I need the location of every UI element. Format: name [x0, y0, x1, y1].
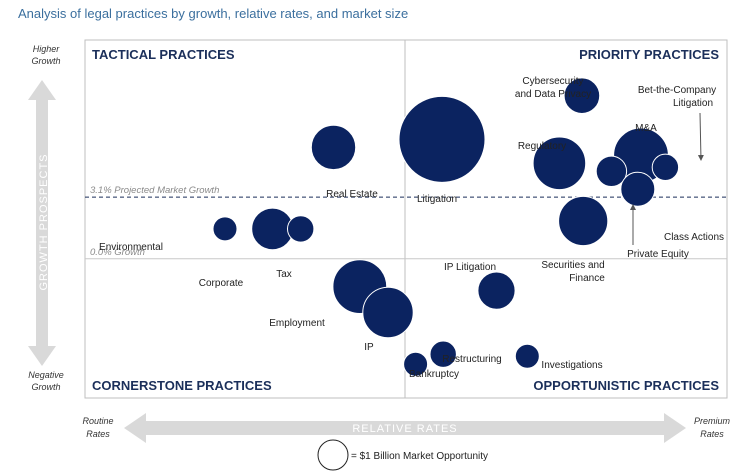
bubble-private-equity: [595, 155, 628, 188]
bubble-litigation: [398, 95, 486, 183]
label-bet-the-company-line2: Litigation: [673, 98, 713, 109]
quadrant-cornerstone: CORNERSTONE PRACTICES: [92, 378, 272, 393]
bubble-ip: [362, 286, 414, 339]
label-cybersecurity-line2: and Data Privacy: [515, 89, 591, 100]
callout-arrow-bet-the-company: [697, 112, 704, 161]
y-axis-top-line2: Growth: [31, 56, 60, 66]
label-employment: Employment: [269, 318, 325, 329]
label-ma: M&A: [635, 123, 657, 134]
label-environmental: Environmental: [99, 242, 163, 253]
zero-growth-label: 0.0% Growth: [90, 247, 145, 258]
y-axis-bottom-line1: Negative: [28, 370, 64, 380]
chart-title: Analysis of legal practices by growth, r…: [18, 6, 408, 21]
bubble-ip-litigation: [477, 271, 516, 310]
y-axis-bottom-line2: Growth: [31, 382, 60, 392]
bubble-investigations: [514, 343, 540, 369]
plot-frame: [84, 39, 728, 399]
bubble-regulatory: [532, 136, 587, 191]
bubble-securities-and-finance: [558, 195, 609, 247]
label-ip: IP: [364, 342, 374, 353]
x-axis-label: RELATIVE RATES: [352, 423, 457, 435]
x-axis-arrow: RELATIVE RATES: [124, 413, 686, 443]
callout-arrows: [630, 112, 704, 245]
label-securities-line2: Finance: [569, 273, 605, 284]
label-tax: Tax: [276, 269, 292, 280]
legend-bubble: [317, 439, 349, 471]
y-axis-arrow: GROWTH PROSPECTS: [28, 80, 56, 366]
label-class-actions: Class Actions: [664, 232, 724, 243]
projected-growth-label: 3.1% Projected Market Growth: [90, 185, 219, 196]
label-bankruptcy: Bankruptcy: [409, 369, 459, 380]
label-securities-line1: Securities and: [541, 260, 604, 271]
quadrant-opportunistic: OPPORTUNISTIC PRACTICES: [533, 378, 719, 393]
bubble-restructuring: [429, 340, 457, 368]
label-corporate: Corporate: [199, 278, 244, 289]
bubble-tax: [287, 215, 315, 243]
x-axis-right-line1: Premium: [694, 416, 731, 426]
label-cybersecurity-line1: Cybersecurity: [522, 76, 583, 87]
quadrant-tactical: TACTICAL PRACTICES: [92, 47, 235, 62]
y-axis-top-line1: Higher: [33, 44, 61, 54]
label-restructuring: Restructuring: [442, 354, 501, 365]
y-axis-label: GROWTH PROSPECTS: [38, 153, 50, 290]
bubble-environmental: [212, 216, 238, 242]
x-axis-right-line2: Rates: [700, 429, 724, 439]
label-private-equity: Private Equity: [627, 249, 689, 260]
label-litigation: Litigation: [417, 194, 457, 205]
bubble-cybersecurity-and-data-privacy: [563, 77, 601, 114]
label-investigations: Investigations: [541, 360, 602, 371]
size-legend: = $1 Billion Market Opportunity: [317, 439, 488, 471]
label-real-estate: Real Estate: [326, 189, 378, 200]
legend-label: = $1 Billion Market Opportunity: [351, 451, 488, 462]
x-axis-left-line1: Routine: [82, 416, 113, 426]
bubble-bankruptcy: [403, 351, 429, 377]
label-regulatory: Regulatory: [518, 141, 566, 152]
bubble-layer: [212, 77, 680, 377]
label-ip-litigation: IP Litigation: [444, 262, 496, 273]
bubble-class-actions: [620, 171, 656, 207]
bubble-real-estate: [310, 124, 357, 171]
x-axis-left-line2: Rates: [86, 429, 110, 439]
label-bet-the-company-line1: Bet-the-Company: [638, 85, 716, 96]
bubble-bet-the-company-litigation: [651, 153, 680, 182]
point-labels: Real Estate Litigation Cybersecurity and…: [99, 76, 724, 380]
quadrant-priority: PRIORITY PRACTICES: [579, 47, 719, 62]
